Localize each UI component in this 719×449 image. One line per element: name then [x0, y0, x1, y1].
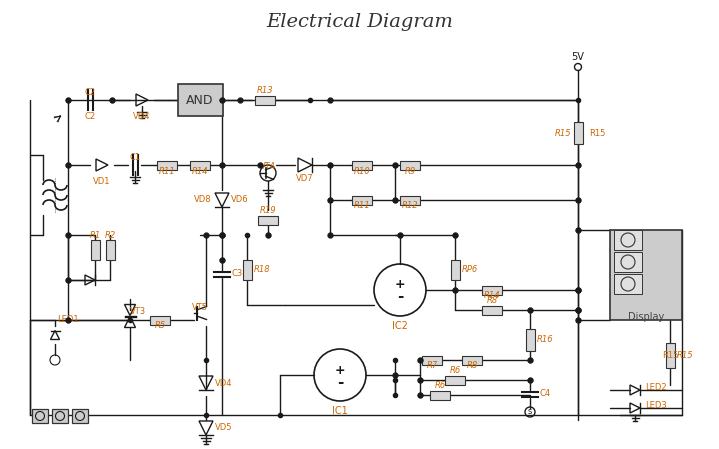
- Bar: [610, 230, 682, 320]
- Text: AND: AND: [186, 93, 214, 106]
- Text: IC1: IC1: [332, 406, 348, 416]
- Text: R12: R12: [402, 202, 418, 211]
- Bar: [462, 356, 482, 365]
- Text: R6: R6: [434, 381, 446, 390]
- Bar: [445, 375, 465, 384]
- Bar: [400, 195, 420, 204]
- Text: 5V: 5V: [572, 52, 585, 62]
- Bar: [178, 84, 222, 116]
- Text: VT3: VT3: [130, 307, 146, 316]
- Bar: [526, 329, 534, 351]
- Text: -: -: [397, 290, 403, 304]
- Text: R15: R15: [661, 351, 678, 360]
- Text: R14: R14: [484, 291, 500, 300]
- Bar: [190, 160, 210, 170]
- Text: R10: R10: [354, 167, 370, 176]
- Text: LED3: LED3: [645, 401, 667, 409]
- Text: VT4: VT4: [260, 162, 276, 171]
- Text: VD8: VD8: [194, 195, 212, 204]
- Text: R11: R11: [354, 202, 370, 211]
- Text: VD5: VD5: [215, 423, 232, 432]
- Text: R8: R8: [486, 296, 498, 305]
- Text: LED2: LED2: [645, 383, 667, 392]
- Text: R6: R6: [449, 366, 461, 375]
- Text: +: +: [395, 278, 406, 291]
- Text: IC2: IC2: [392, 321, 408, 331]
- Text: R11: R11: [159, 167, 175, 176]
- Text: R9: R9: [404, 167, 416, 176]
- Bar: [614, 230, 642, 250]
- Bar: [666, 343, 674, 367]
- Text: VT5: VT5: [192, 304, 208, 313]
- Text: R2: R2: [104, 230, 116, 239]
- Text: C2: C2: [84, 88, 96, 97]
- Bar: [157, 160, 177, 170]
- Bar: [32, 409, 48, 423]
- Text: R18: R18: [254, 265, 270, 274]
- Bar: [255, 96, 275, 105]
- Text: R15: R15: [555, 128, 572, 137]
- Text: R8: R8: [467, 361, 477, 370]
- Text: R15: R15: [677, 351, 693, 360]
- Text: Display: Display: [628, 312, 664, 322]
- Bar: [150, 316, 170, 325]
- Text: s: s: [528, 408, 532, 417]
- Text: C1: C1: [129, 153, 140, 162]
- Bar: [352, 195, 372, 204]
- Text: C4: C4: [540, 389, 551, 399]
- Text: -: -: [336, 374, 343, 389]
- Bar: [430, 391, 450, 400]
- Bar: [482, 286, 502, 295]
- Text: R5: R5: [155, 321, 165, 330]
- Bar: [400, 160, 420, 170]
- Text: VD4: VD4: [215, 379, 232, 387]
- Text: VD6: VD6: [231, 195, 249, 204]
- Text: C3: C3: [232, 269, 243, 278]
- Text: Electrical Diagram: Electrical Diagram: [267, 13, 454, 31]
- Bar: [352, 160, 372, 170]
- Text: R19: R19: [260, 206, 276, 215]
- Text: VD7: VD7: [296, 174, 313, 183]
- Text: +: +: [334, 364, 345, 377]
- Bar: [574, 122, 582, 144]
- Bar: [72, 409, 88, 423]
- Bar: [52, 409, 68, 423]
- Text: R7: R7: [426, 361, 438, 370]
- Bar: [482, 305, 502, 314]
- Text: LED1: LED1: [58, 316, 79, 325]
- Text: C2: C2: [84, 112, 96, 121]
- Text: R16: R16: [536, 335, 553, 344]
- Text: RP6: RP6: [462, 265, 477, 274]
- Bar: [614, 274, 642, 294]
- Bar: [106, 240, 114, 260]
- Text: R13: R13: [257, 86, 273, 95]
- Bar: [422, 356, 442, 365]
- Bar: [242, 260, 252, 280]
- Text: VD1: VD1: [93, 177, 111, 186]
- Bar: [614, 252, 642, 272]
- Text: VD4: VD4: [133, 112, 151, 121]
- Bar: [258, 216, 278, 224]
- Text: R1: R1: [89, 230, 101, 239]
- Bar: [451, 260, 459, 280]
- Text: R15: R15: [589, 128, 605, 137]
- Text: R14: R14: [192, 167, 209, 176]
- Bar: [91, 240, 99, 260]
